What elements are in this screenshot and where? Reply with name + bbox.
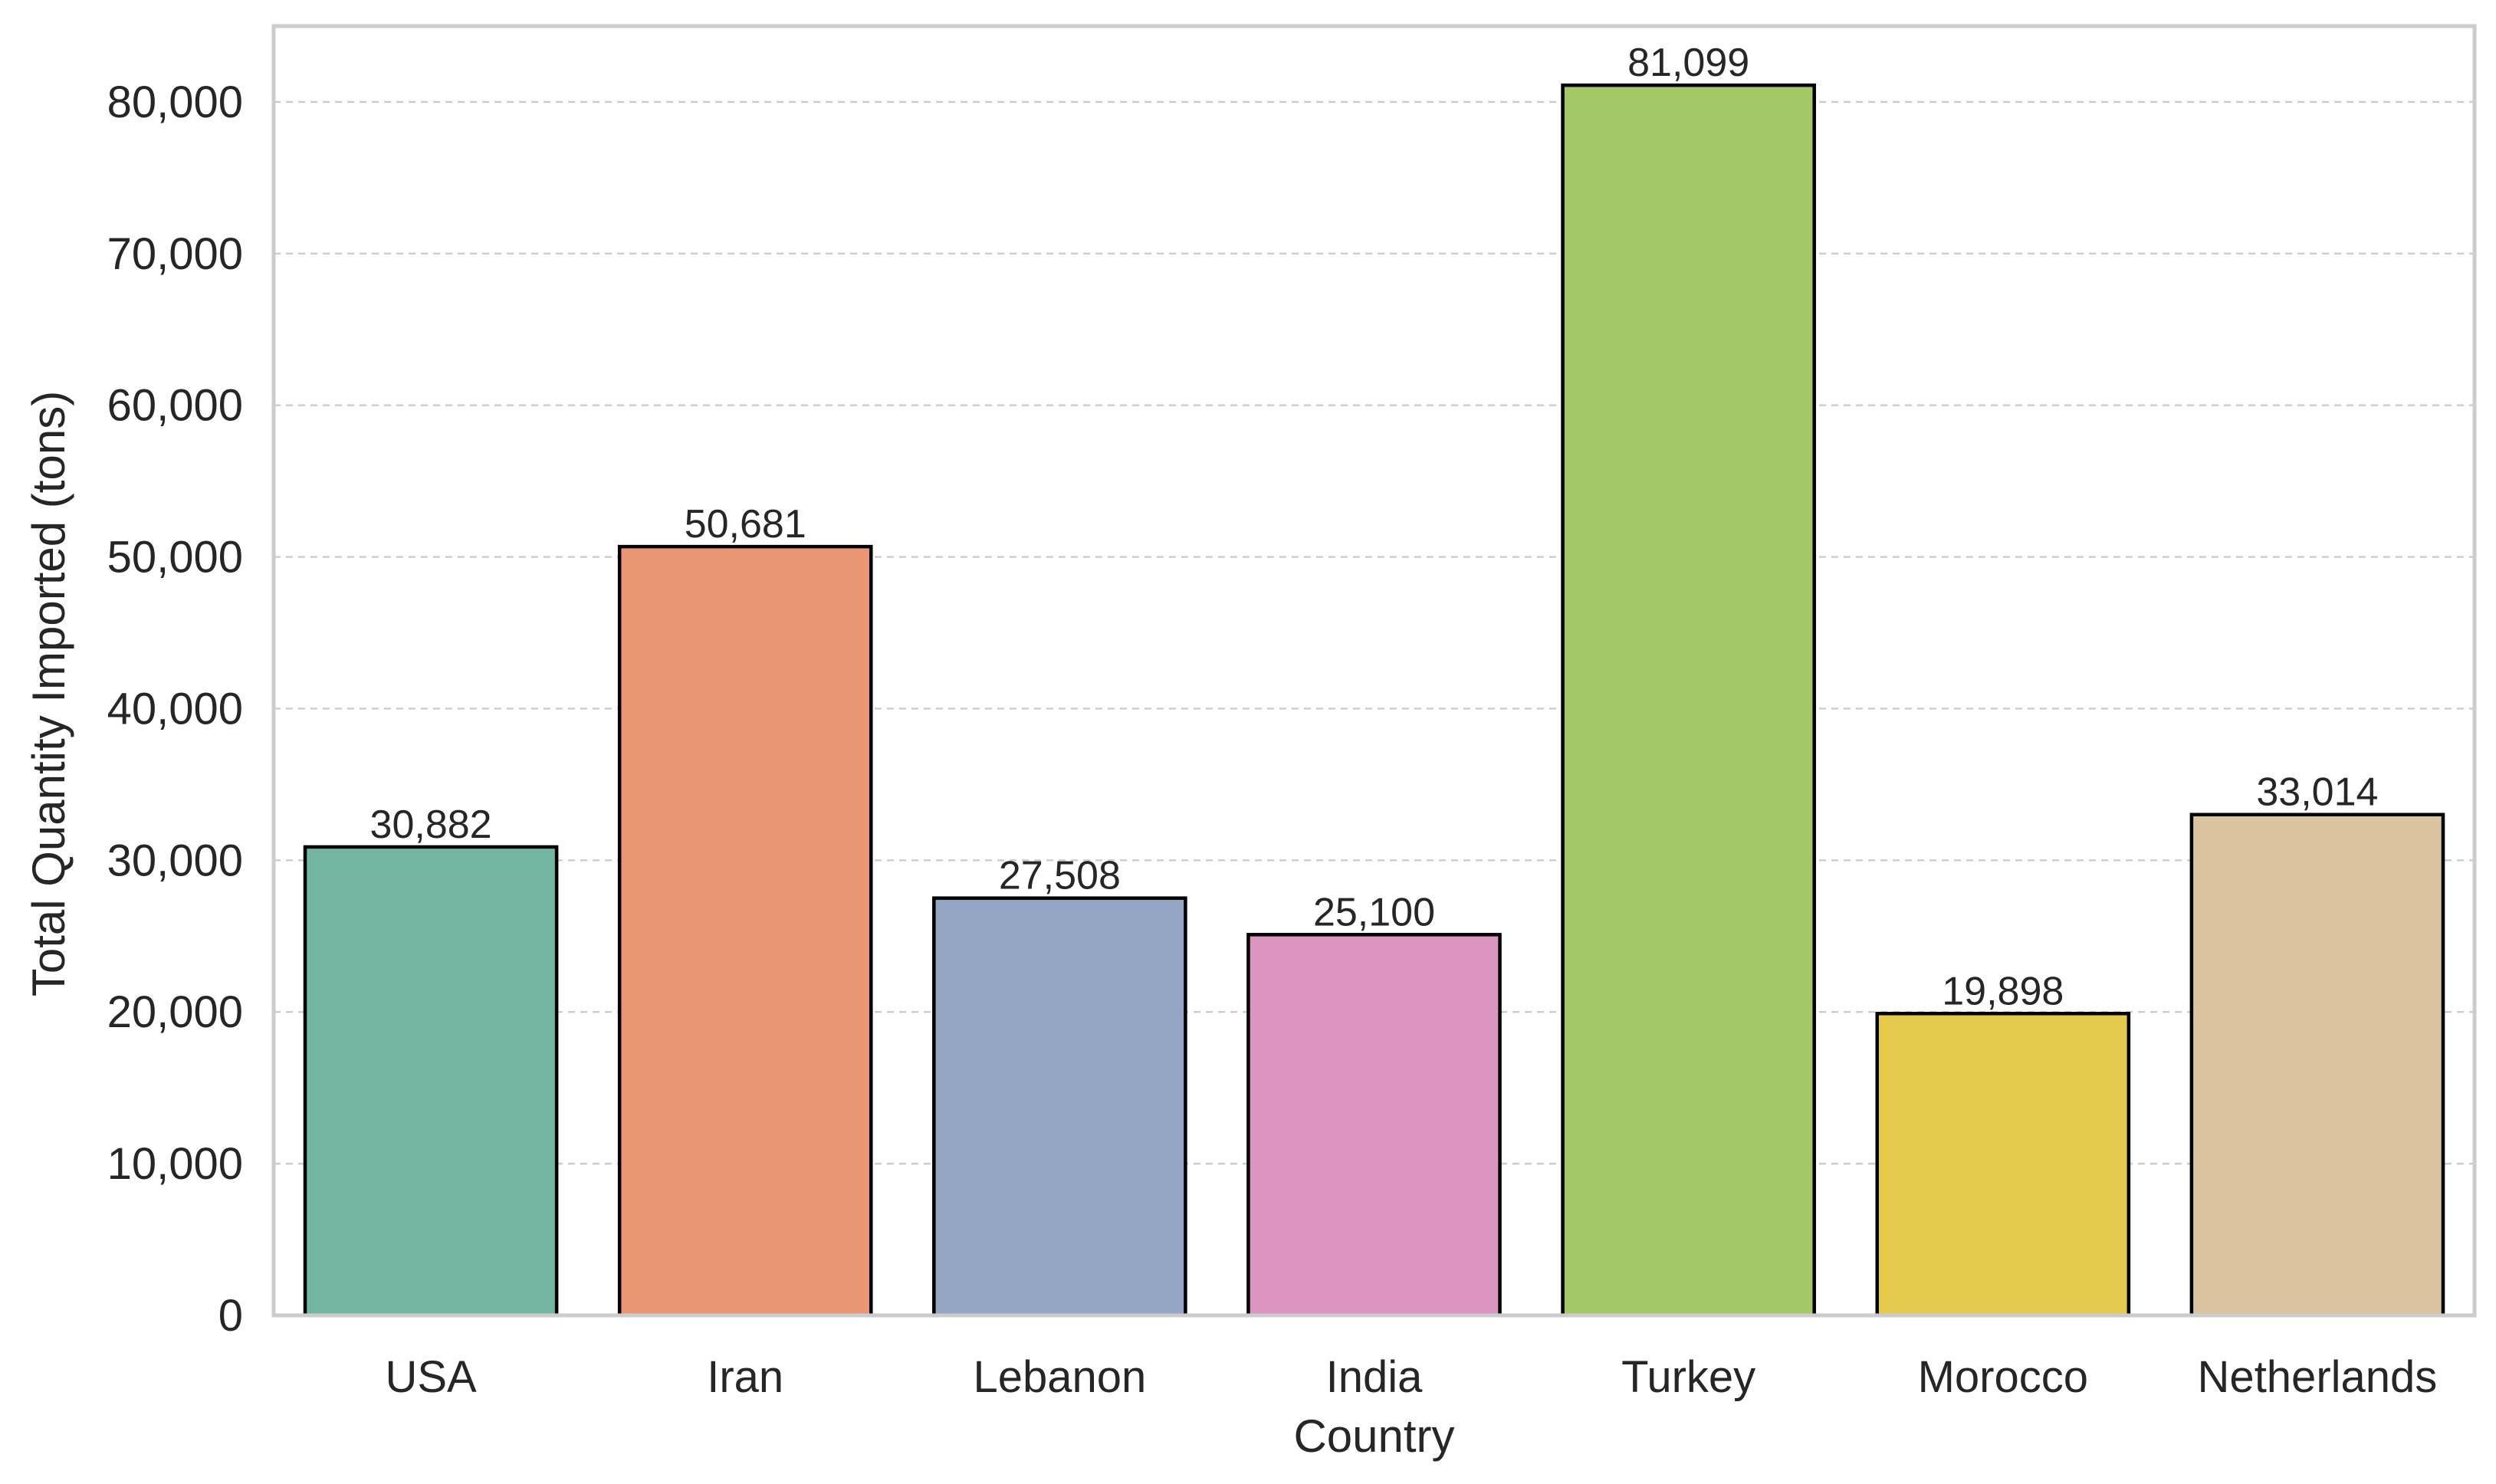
bar-iran	[617, 544, 873, 1318]
bar-value-label: 81,099	[1627, 41, 1749, 85]
y-tick-label: 0	[218, 1291, 243, 1341]
x-tick-label: Iran	[707, 1352, 783, 1402]
bar-value-label: 30,882	[370, 803, 492, 847]
x-tick-label: USA	[385, 1352, 477, 1402]
y-tick-label: 20,000	[107, 987, 243, 1037]
y-axis-label: Total Quantity Imported (tons)	[23, 391, 74, 996]
y-tick-label: 40,000	[107, 684, 243, 734]
x-tick-label: Morocco	[1918, 1352, 2088, 1402]
x-tick-labels: USA Iran Lebanon India Turkey Morocco Netherla…	[385, 1352, 2437, 1402]
x-tick-label: India	[1326, 1352, 1424, 1402]
bar-india	[1246, 933, 1502, 1318]
bar-value-label: 50,681	[685, 502, 806, 547]
y-tick-label: 30,000	[107, 836, 243, 885]
y-tick-label: 10,000	[107, 1139, 243, 1189]
x-tick-label: Lebanon	[973, 1352, 1146, 1402]
x-axis-label: Country	[1293, 1410, 1454, 1462]
bar-value-label: 27,508	[999, 854, 1121, 898]
bar-value-labels: 30,882 50,681 27,508 25,100 81,099 19,898 33,0…	[370, 41, 2379, 1013]
bar-morocco	[1875, 1012, 2131, 1318]
bar-value-label: 19,898	[1942, 969, 2064, 1013]
bar-lebanon	[932, 896, 1187, 1318]
y-tick-label: 70,000	[107, 229, 243, 279]
y-tick-label: 50,000	[107, 533, 243, 583]
bar-netherlands	[2189, 813, 2445, 1318]
x-tick-label: Netherlands	[2198, 1352, 2438, 1402]
y-tick-labels: 0 10,000 20,000 30,000 40,000 50,000 60,000 70,…	[107, 77, 243, 1341]
y-tick-label: 60,000	[107, 381, 243, 431]
bar-usa	[303, 845, 559, 1318]
x-tick-label: Turkey	[1621, 1352, 1755, 1402]
bar-turkey	[1561, 83, 1816, 1318]
bars	[303, 83, 2445, 1318]
plot-frame	[271, 24, 2477, 1318]
bar-value-label: 33,014	[2256, 770, 2378, 815]
y-tick-label: 80,000	[107, 77, 243, 127]
bar-value-label: 25,100	[1313, 890, 1435, 934]
